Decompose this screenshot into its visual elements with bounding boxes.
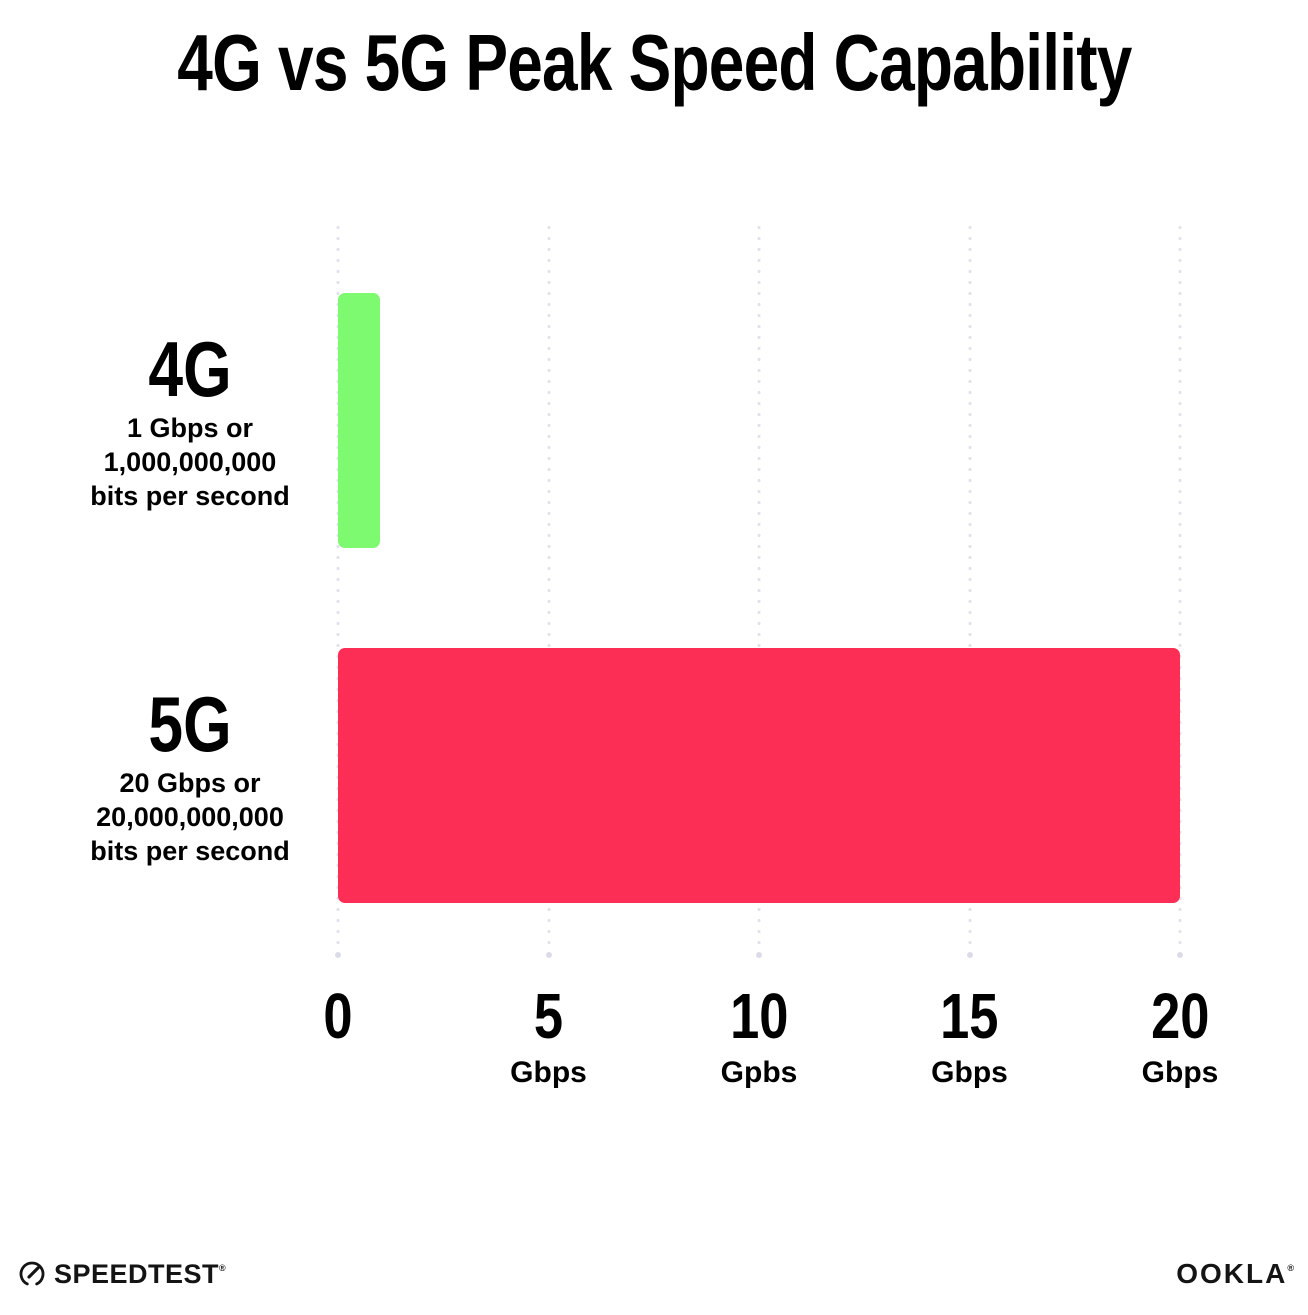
speedtest-wordmark-text: SPEEDTEST [54,1259,220,1289]
row-sublabel-line: bits per second [90,835,290,866]
bar-chart-plot-area [335,222,1183,958]
gridline-0 [336,222,340,949]
x-tick-number: 15 [940,980,999,1052]
chart-title-text: 4G vs 5G Peak Speed Capability [176,18,1132,107]
gridline-end-dot-15 [966,952,973,958]
x-tick-20: 20 Gbps [1142,984,1219,1088]
row-sublabel-line: 1,000,000,000 [103,446,277,477]
x-tick-unit: Gbps [510,1056,587,1089]
row-sublabel-line: 20,000,000,000 [96,801,284,832]
speedtest-wordmark: SPEEDTEST® [54,1258,226,1290]
x-tick-number-wrap: 10 [721,984,798,1048]
x-tick-10: 10 Gpbs [721,984,798,1088]
gridline-5 [547,222,550,949]
gridline-end-dot-5 [545,952,552,958]
x-tick-0: 0 [320,984,356,1048]
row-name: 4G [58,329,322,409]
chart-title: 4G vs 5G Peak Speed Capability [0,20,1308,106]
row-label-5g: 5G 20 Gbps or 20,000,000,000 bits per secon… [58,684,322,868]
ookla-wordmark-text: OOKLA [1176,1258,1288,1289]
ookla-trademark-symbol: ® [1287,1263,1296,1273]
speedtest-gauge-icon [19,1261,45,1286]
row-sublabel-line: 1 Gbps or [126,412,254,443]
row-name-text: 5G [148,679,232,768]
speedtest-trademark-symbol: ® [219,1263,227,1273]
ookla-logo: OOKLA® [1176,1256,1296,1292]
gridline-15 [968,222,971,949]
x-tick-number-wrap: 15 [931,984,1008,1048]
x-tick-number-wrap: 0 [320,984,356,1048]
gridline-end-dot-10 [756,952,762,958]
bar-4g [338,293,380,548]
x-tick-15: 15 Gbps [931,984,1008,1088]
x-tick-number: 10 [729,980,789,1052]
row-label-4g: 4G 1 Gbps or 1,000,000,000 bits per second [58,329,322,513]
x-tick-number-wrap: 5 [510,984,587,1048]
x-tick-unit: Gpbs [720,1056,798,1089]
x-tick-number-wrap: 20 [1142,984,1219,1048]
x-tick-unit: Gbps [1141,1056,1219,1089]
gridline-10 [757,222,761,949]
row-sublabel-line: bits per second [90,480,290,511]
row-name: 5G [58,684,322,764]
bar-5g [338,648,1180,903]
x-tick-number: 5 [533,980,564,1052]
row-sublabel-line: 20 Gbps or [119,767,261,798]
gridline-20 [1178,222,1182,949]
gridline-end-dot-20 [1177,952,1183,958]
row-name-text: 4G [148,324,232,413]
x-axis: 0 5 Gbps 10 Gpbs 15 Gbps 20 Gbps [323,984,1218,1104]
x-tick-number: 0 [323,980,353,1052]
row-sublabel: 1 Gbps or 1,000,000,000 bits per second [58,411,322,513]
x-tick-5: 5 Gbps [510,984,587,1088]
x-tick-unit: Gbps [931,1056,1008,1089]
row-sublabel: 20 Gbps or 20,000,000,000 bits per second [58,766,322,868]
speedtest-logo: SPEEDTEST® [18,1258,226,1290]
ookla-wordmark: OOKLA® [1176,1257,1296,1291]
x-tick-number: 20 [1150,980,1210,1052]
gridline-end-dot-0 [335,952,341,958]
